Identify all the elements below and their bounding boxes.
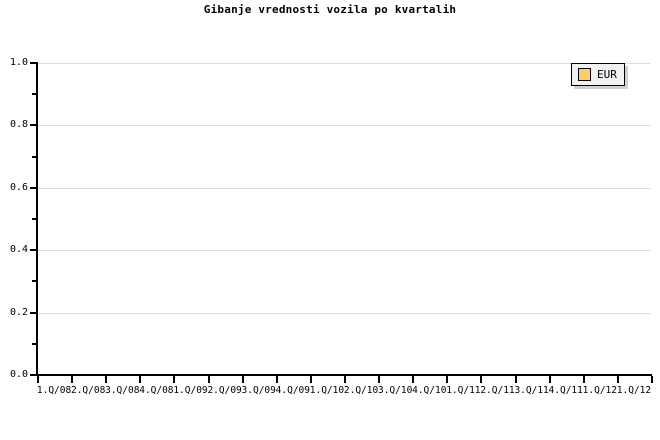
x-axis-label: 3.Q/09 [241,385,276,396]
x-axis-label: 1.Q/12 [582,385,617,396]
x-axis-label: 1.Q/10 [309,385,345,396]
y-axis-label: 0.4 [9,244,28,256]
gridline [37,187,651,189]
x-axis-label: 4.Q/09 [275,385,310,396]
x-axis-tick [344,376,346,383]
y-axis-tick [30,249,37,252]
x-axis-tick [378,376,381,383]
y-axis-line [36,62,38,376]
y-axis-label: 1.0 [9,57,28,68]
x-axis-tick [37,376,39,383]
x-axis-tick [446,376,449,383]
y-axis-minor-tick [32,155,37,158]
x-axis-tick [241,376,244,383]
x-axis-label: 1.Q/09 [173,385,208,396]
plot-area [37,63,651,375]
y-axis-minor-tick [32,218,37,220]
x-axis-tick [480,376,483,383]
x-axis-tick [71,376,74,383]
chart-legend: EUR [571,63,625,86]
gridline [37,312,651,314]
x-axis-label: 1.Q/11 [446,385,481,396]
x-axis-tick [548,376,551,383]
y-axis-tick [30,374,37,376]
x-axis-tick [275,376,278,383]
x-axis-label: 3.Q/11 [514,385,549,396]
y-axis-tick [30,311,37,314]
y-axis-label: 0.2 [9,306,28,318]
x-axis-label: 3.Q/08 [105,385,140,396]
x-axis-label: 4.Q/08 [139,385,174,396]
x-axis-tick [207,376,210,383]
x-axis-tick [616,376,619,383]
x-axis-tick [173,376,176,383]
y-axis-tick [30,124,37,127]
gridline [37,63,651,64]
x-axis-label: 2.Q/10 [343,385,379,396]
x-axis-label: 3.Q/10 [377,385,413,396]
x-axis-tick [582,376,585,383]
legend-swatch-eur [578,68,591,81]
x-axis-line [36,374,652,376]
x-axis-label: 2.Q/09 [207,385,242,396]
x-axis-tick [105,376,108,383]
y-axis-minor-tick [32,342,37,345]
x-axis-label: 1.Q/12 [616,385,652,396]
chart-title: Gibanje vrednosti vozila po kvartalih [203,3,457,16]
gridline [37,250,651,252]
y-axis-minor-tick [32,93,37,96]
x-axis-tick [412,376,415,383]
x-axis-tick [139,376,142,383]
y-axis-label: 0.8 [9,119,28,131]
x-axis-tick [651,376,653,383]
y-axis-tick [30,62,37,64]
x-axis-tick [514,376,517,383]
legend-label-eur: EUR [597,68,617,81]
gridline [37,125,651,127]
y-axis-label: 0.6 [9,181,28,193]
x-axis-label: 2.Q/08 [70,385,106,396]
x-axis-label: 2.Q/11 [480,385,515,396]
y-axis-label: 0.0 [9,369,28,380]
x-axis-label: 1.Q/08 [36,385,72,396]
x-axis-label: 4.Q/10 [412,385,447,396]
x-axis-tick [309,376,312,383]
x-axis-label: 4.Q/11 [548,385,583,396]
y-axis-minor-tick [32,280,37,283]
y-axis-tick [30,186,37,189]
